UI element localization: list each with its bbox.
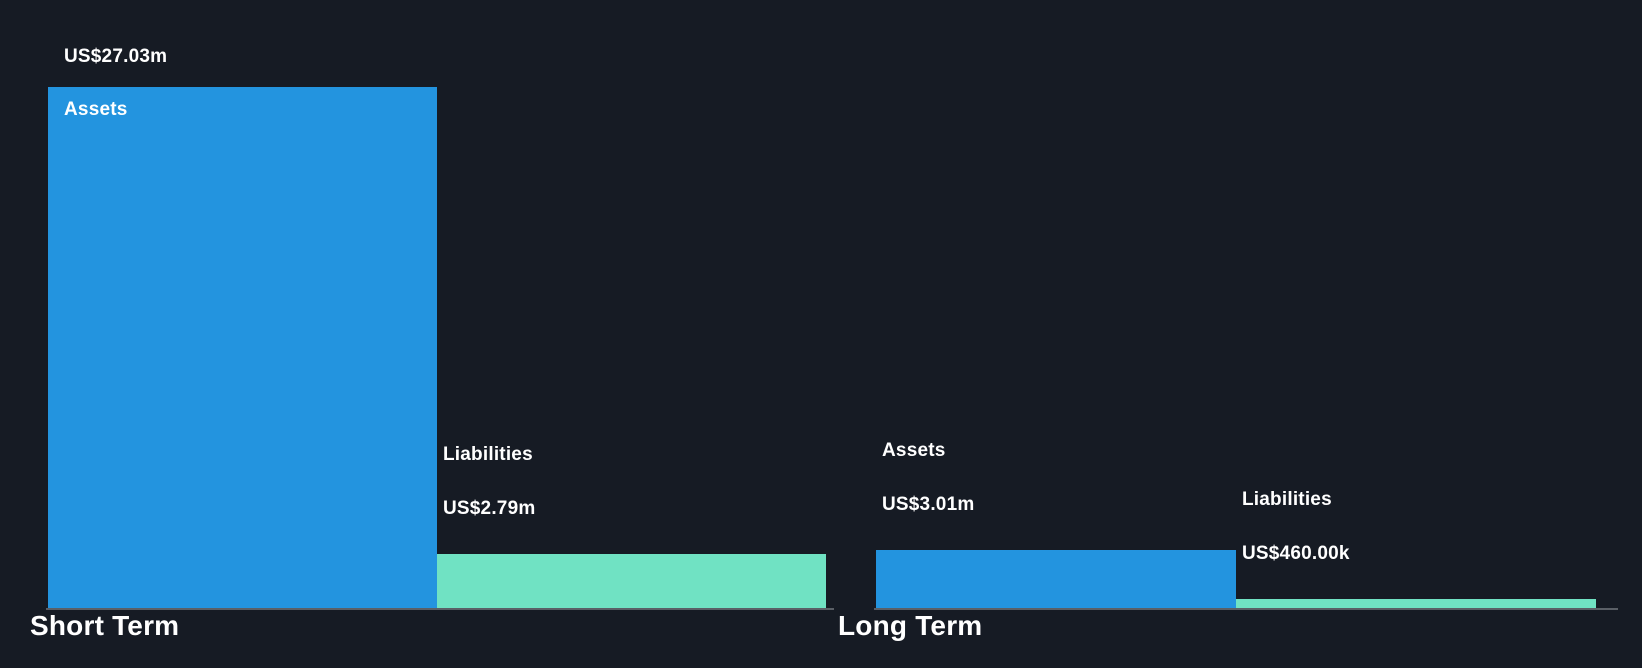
short-term-assets-bar[interactable] — [48, 87, 437, 608]
long-term-assets-value: US$3.01m — [882, 494, 975, 515]
group-title-long-term: Long Term — [838, 610, 983, 641]
short-term-axis-line — [46, 608, 834, 610]
short-term-assets-label: Assets — [64, 99, 128, 120]
short-term-liabilities-value: US$2.79m — [443, 498, 536, 519]
long-term-liabilities-value: US$460.00k — [1242, 543, 1350, 564]
long-term-axis-line — [874, 608, 1618, 610]
short-term-liabilities-label: Liabilities — [443, 444, 533, 465]
long-term-liabilities-bar[interactable] — [1236, 599, 1596, 608]
long-term-assets-label: Assets — [882, 440, 946, 461]
long-term-liabilities-label: Liabilities — [1242, 489, 1332, 510]
short-term-assets-value: US$27.03m — [64, 46, 168, 67]
short-term-liabilities-bar[interactable] — [437, 554, 826, 608]
long-term-assets-bar[interactable] — [876, 550, 1236, 608]
group-title-short-term: Short Term — [30, 610, 180, 641]
